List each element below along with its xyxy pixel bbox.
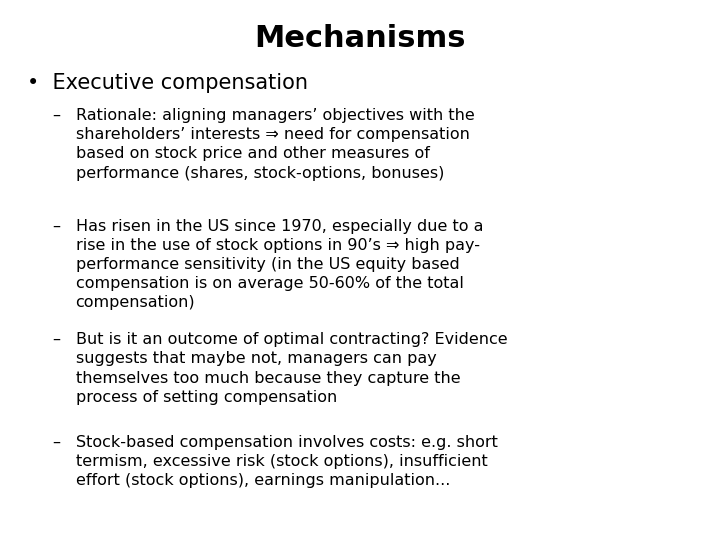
Text: •  Executive compensation: • Executive compensation [27, 73, 308, 93]
Text: –: – [52, 219, 60, 234]
Text: Mechanisms: Mechanisms [254, 24, 466, 53]
Text: –: – [52, 435, 60, 450]
Text: –: – [52, 108, 60, 123]
Text: Has risen in the US since 1970, especially due to a
rise in the use of stock opt: Has risen in the US since 1970, especial… [76, 219, 483, 310]
Text: But is it an outcome of optimal contracting? Evidence
suggests that maybe not, m: But is it an outcome of optimal contract… [76, 332, 507, 404]
Text: Rationale: aligning managers’ objectives with the
shareholders’ interests ⇒ need: Rationale: aligning managers’ objectives… [76, 108, 474, 180]
Text: Stock-based compensation involves costs: e.g. short
termism, excessive risk (sto: Stock-based compensation involves costs:… [76, 435, 498, 488]
Text: –: – [52, 332, 60, 347]
